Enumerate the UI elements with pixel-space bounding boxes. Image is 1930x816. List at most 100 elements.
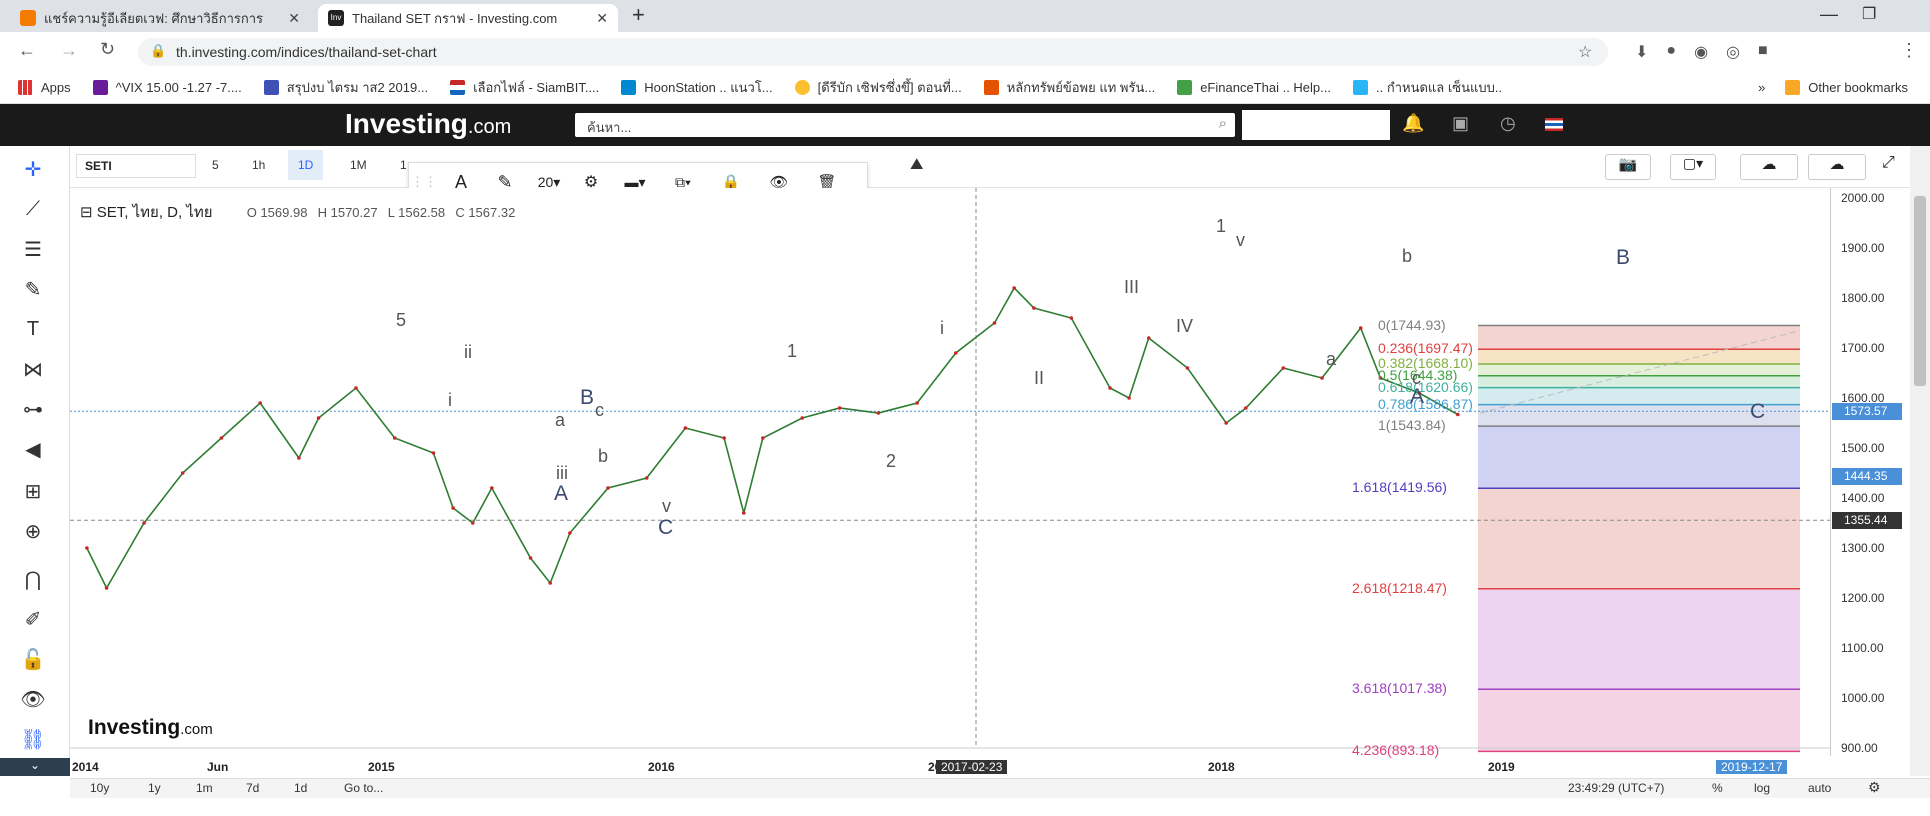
magnet-icon[interactable]: ⋂ (24, 568, 42, 591)
fill-icon[interactable]: ▬▾ (624, 173, 646, 190)
legend-collapse-icon[interactable]: ⊟ (80, 204, 93, 221)
arrow-left-icon[interactable]: ◀ (25, 438, 41, 461)
collapse-icon[interactable]: ⌄ (0, 758, 70, 776)
range-1d[interactable]: 1d (294, 781, 308, 795)
text-color-icon[interactable]: A (454, 171, 467, 192)
x-tick-label: 2014 (72, 760, 99, 774)
auto-toggle[interactable]: auto (1808, 781, 1832, 795)
bookmark-item[interactable]: สรุปงบ ไตรม าส2 2019... (263, 77, 428, 98)
bookmark-item[interactable]: [ดีรีบัก เซิฟรซึ่งขึ้] ตอนที่... (794, 77, 962, 98)
extension-icon[interactable]: ◉ (1694, 44, 1709, 61)
thai-flag-icon[interactable] (1545, 118, 1563, 131)
menu-dots-icon[interactable]: ⋮ (1900, 40, 1918, 60)
star-icon[interactable]: ☆ (1578, 44, 1593, 61)
y-tick-label: 1000.00 (1841, 691, 1885, 705)
range-7d[interactable]: 7d (246, 781, 260, 795)
brush-icon[interactable]: ✎ (24, 278, 42, 301)
forward-icon[interactable]: → (60, 40, 78, 60)
extension-icons: ⬇ ● ◉ ◎ ■ (1635, 42, 1768, 62)
browser-tab-active[interactable]: Inv Thailand SET กราฟ - Investing.com ✕ (318, 4, 618, 32)
timeframe-1d[interactable]: 1D (288, 150, 324, 180)
percent-toggle[interactable]: % (1712, 781, 1723, 795)
range-1y[interactable]: 1y (148, 781, 161, 795)
bookmark-item[interactable]: HoonStation .. แนวโ... (621, 77, 773, 98)
font-size-select[interactable]: 20▾ (537, 173, 561, 190)
text-icon[interactable]: T (26, 317, 40, 340)
symbol-input[interactable]: SETI (76, 154, 196, 178)
bookmark-item[interactable]: .. กำหนดแล เซ็นแบบ.. (1353, 77, 1502, 98)
timeframe-5[interactable]: 5 (212, 158, 219, 172)
url-bar[interactable]: 🔒 th.investing.com/indices/thailand-set-… (138, 38, 1608, 66)
other-bookmarks[interactable]: Other bookmarks (1785, 80, 1908, 95)
alert-add-icon[interactable]: ⛰ (910, 156, 924, 173)
clock-icon[interactable]: ◷ (1500, 113, 1516, 133)
trash-icon[interactable]: 🗑 (817, 174, 837, 191)
y-axis[interactable]: 2000.00 1900.00 1800.00 1700.00 1600.00 1500.… (1830, 188, 1905, 756)
bookmarks-overflow[interactable]: » (1758, 80, 1766, 95)
cloud-download-icon[interactable]: ☁ (1740, 154, 1798, 180)
close-tab-icon[interactable]: ✕ (288, 9, 300, 26)
fullscreen-icon[interactable]: ⤢ (1882, 154, 1895, 171)
bookmark-item[interactable]: eFinanceThai .. Help... (1177, 80, 1331, 95)
pattern-icon[interactable]: ⋈ (23, 358, 43, 381)
extension-icon[interactable]: ● (1666, 42, 1677, 59)
cloud-upload-icon[interactable]: ☁ (1808, 154, 1866, 180)
back-icon[interactable]: ← (18, 40, 36, 60)
range-1m[interactable]: 1m (196, 781, 213, 795)
briefcase-icon[interactable]: ▣ (1452, 113, 1470, 133)
close-tab-icon[interactable]: ✕ (596, 9, 608, 26)
bookmark-item[interactable]: หลักทรัพย์ข้อพย แท พรัน... (983, 77, 1155, 98)
layers-icon[interactable]: ⧉▾ (675, 173, 691, 190)
trendline-icon[interactable]: ⟋ (26, 197, 40, 220)
layout-icon[interactable]: ▢▾ (1670, 154, 1716, 180)
range-10y[interactable]: 10y (90, 781, 110, 795)
bookmark-item[interactable]: เลือกไฟล์ - SiamBIT.... (450, 77, 599, 98)
scrollbar[interactable] (1910, 146, 1930, 776)
camera-icon[interactable]: 📷 (1605, 154, 1651, 180)
search-icon[interactable]: ⌕ (1218, 115, 1227, 132)
extension-icon[interactable]: ■ (1758, 42, 1768, 59)
pencil-icon[interactable]: ✎ (497, 171, 513, 192)
timeframe-1h[interactable]: 1h (252, 158, 266, 172)
new-tab-button[interactable]: + (632, 2, 645, 27)
lock-draw-icon[interactable]: ✐ (24, 608, 42, 631)
fib-icon[interactable]: ⊶ (23, 398, 43, 421)
user-area[interactable] (1242, 110, 1390, 140)
timeframe-1m[interactable]: 1M (350, 158, 367, 172)
chart-plot[interactable]: ⊟ SET, ไทย, D, ไทย O 1569.98 H 1570.27 L… (70, 188, 1830, 774)
wave-label: 2 (886, 451, 897, 471)
yahoo-icon (92, 80, 108, 95)
scrollbar-thumb[interactable] (1914, 196, 1926, 386)
fib-label: 0.618(1620.66) (1378, 378, 1473, 395)
extension-icon[interactable]: ◎ (1726, 44, 1741, 61)
bookmark-apps[interactable]: Apps (18, 80, 71, 95)
lines-icon[interactable]: ☰ (24, 238, 42, 261)
investing-logo[interactable]: Investing.com (345, 108, 512, 139)
unlock-icon[interactable]: 🔓 (20, 648, 46, 671)
minimize-icon[interactable]: — (1820, 4, 1838, 24)
price-chart[interactable] (70, 188, 1830, 756)
y-tick-label: 1400.00 (1841, 491, 1885, 505)
log-toggle[interactable]: log (1754, 781, 1771, 795)
link-icon[interactable]: ⛓ (20, 728, 46, 751)
reload-icon[interactable]: ↻ (100, 39, 116, 59)
extension-icon[interactable]: ⬇ (1635, 44, 1649, 61)
wave-label: C (1750, 400, 1766, 423)
drag-handle-icon[interactable]: ⋮⋮ (411, 174, 437, 189)
settings-icon[interactable]: ⚙ (1868, 779, 1881, 795)
lock-icon[interactable]: 🔒 (721, 174, 741, 191)
settings-icon[interactable]: ⚙ (583, 174, 599, 191)
goto-date[interactable]: Go to... (344, 781, 384, 795)
price-point (219, 436, 224, 440)
eye-icon[interactable]: 👁 (20, 688, 46, 711)
crosshair-icon[interactable]: ✛ (24, 158, 42, 181)
measure-icon[interactable]: ⊞ (24, 480, 42, 503)
search-input[interactable]: ค้นหา... ⌕ (575, 113, 1235, 137)
zoom-icon[interactable]: ⊕ (24, 520, 42, 543)
browser-tab[interactable]: แชร์ความรู้อีเลียตเวฟ: ศึกษาวิธีการการ ✕ (10, 4, 310, 32)
bookmark-item[interactable]: ^VIX 15.00 -1.27 -7.... (92, 80, 242, 95)
bell-icon[interactable]: 🔔 (1402, 113, 1425, 133)
restore-icon[interactable]: ❐ (1862, 6, 1877, 23)
visibility-icon[interactable]: 👁 (769, 174, 789, 191)
timeframe-more[interactable]: 1 (400, 158, 407, 172)
